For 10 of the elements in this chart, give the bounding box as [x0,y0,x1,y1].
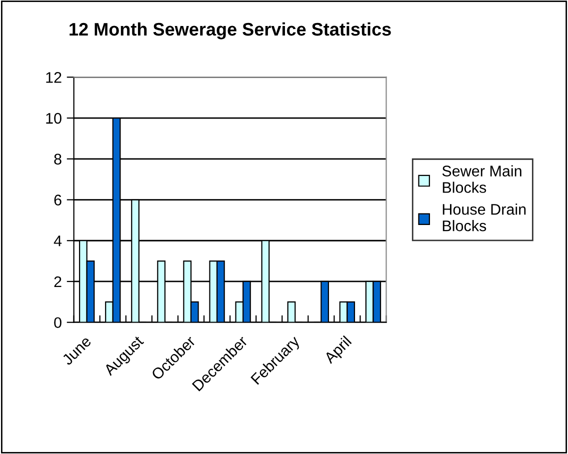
legend-label: Sewer Main Blocks [442,165,522,193]
legend-label: House Drain Blocks [442,204,526,232]
y-tick-label: 8 [54,154,62,165]
y-tick-label: 12 [46,72,62,83]
chart-title: 12 Month Sewerage Service Statistics [70,22,391,40]
y-tick-label: 0 [54,317,62,328]
y-tick-label: 10 [46,112,62,124]
y-tick-label: 2 [54,276,62,288]
y-tick-label: 4 [54,236,62,246]
y-tick-label: 6 [54,194,62,206]
